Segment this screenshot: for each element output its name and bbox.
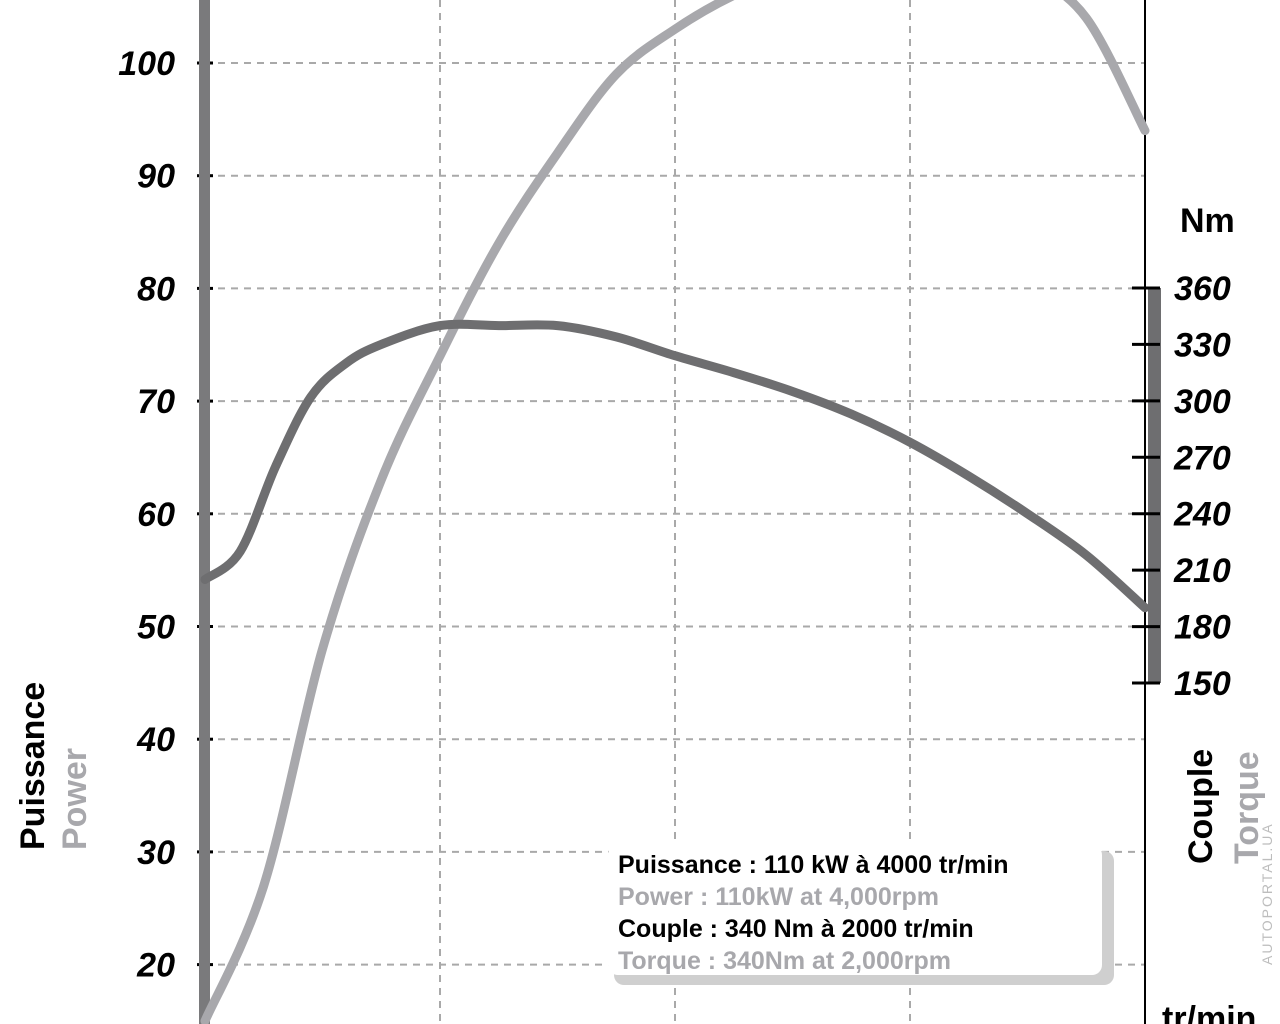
left-axis-bar [199, 0, 210, 1024]
right-tick-label-330: 330 [1174, 326, 1231, 364]
left-tick-label-30: 30 [137, 834, 175, 872]
left-tick-label-60: 60 [137, 496, 175, 534]
left-tick-label-50: 50 [137, 609, 175, 647]
left-tick-label-80: 80 [137, 270, 175, 308]
right-axis-unit: Nm [1180, 202, 1235, 240]
right-tick-label-240: 240 [1173, 496, 1231, 534]
chart-labels: 20 30 40 50 60 70 80 90 100 150 180 210 240 270 300 330… [118, 45, 1231, 985]
left-tick-label-100: 100 [118, 45, 175, 83]
right-tick-label-300: 300 [1174, 383, 1231, 421]
right-tick-label-360: 360 [1174, 270, 1231, 308]
right-tick-label-150: 150 [1174, 665, 1231, 703]
chart-axes [197, 0, 1161, 1024]
chart-grid [205, 0, 1145, 1024]
chart-series [200, 0, 1150, 1024]
right-axis-title-fr: Couple [1182, 749, 1220, 864]
legend-line-power-en: Power : 110kW at 4,000rpm [618, 883, 939, 911]
right-tick-label-210: 210 [1173, 552, 1231, 590]
legend-box [608, 845, 1102, 975]
legend-line-torque-en: Torque : 340Nm at 2,000rpm [618, 947, 951, 975]
legend: Puissance : 110 kW à 4000 tr/min Power :… [608, 845, 1114, 985]
right-tick-label-270: 270 [1173, 439, 1231, 477]
x-axis-unit: tr/min [1162, 1000, 1256, 1024]
right-tick-label-180: 180 [1174, 609, 1231, 647]
right-axis-bar [1148, 288, 1161, 683]
series-line-couple [200, 319, 1150, 613]
left-tick-label-90: 90 [137, 158, 175, 196]
watermark: AUTOPORTAL.UA [1259, 822, 1275, 965]
right-axis-title-en: Torque [1228, 751, 1266, 864]
left-tick-label-20: 20 [136, 947, 175, 985]
legend-line-power-fr: Puissance : 110 kW à 4000 tr/min [618, 851, 1008, 879]
left-tick-label-70: 70 [137, 383, 175, 421]
legend-line-torque-fr: Couple : 340 Nm à 2000 tr/min [618, 915, 974, 943]
series-line-power [200, 0, 1150, 1024]
left-tick-label-40: 40 [136, 721, 175, 759]
left-axis-title-en: Power [56, 748, 94, 850]
left-axis-title-fr: Puissance [14, 682, 52, 850]
